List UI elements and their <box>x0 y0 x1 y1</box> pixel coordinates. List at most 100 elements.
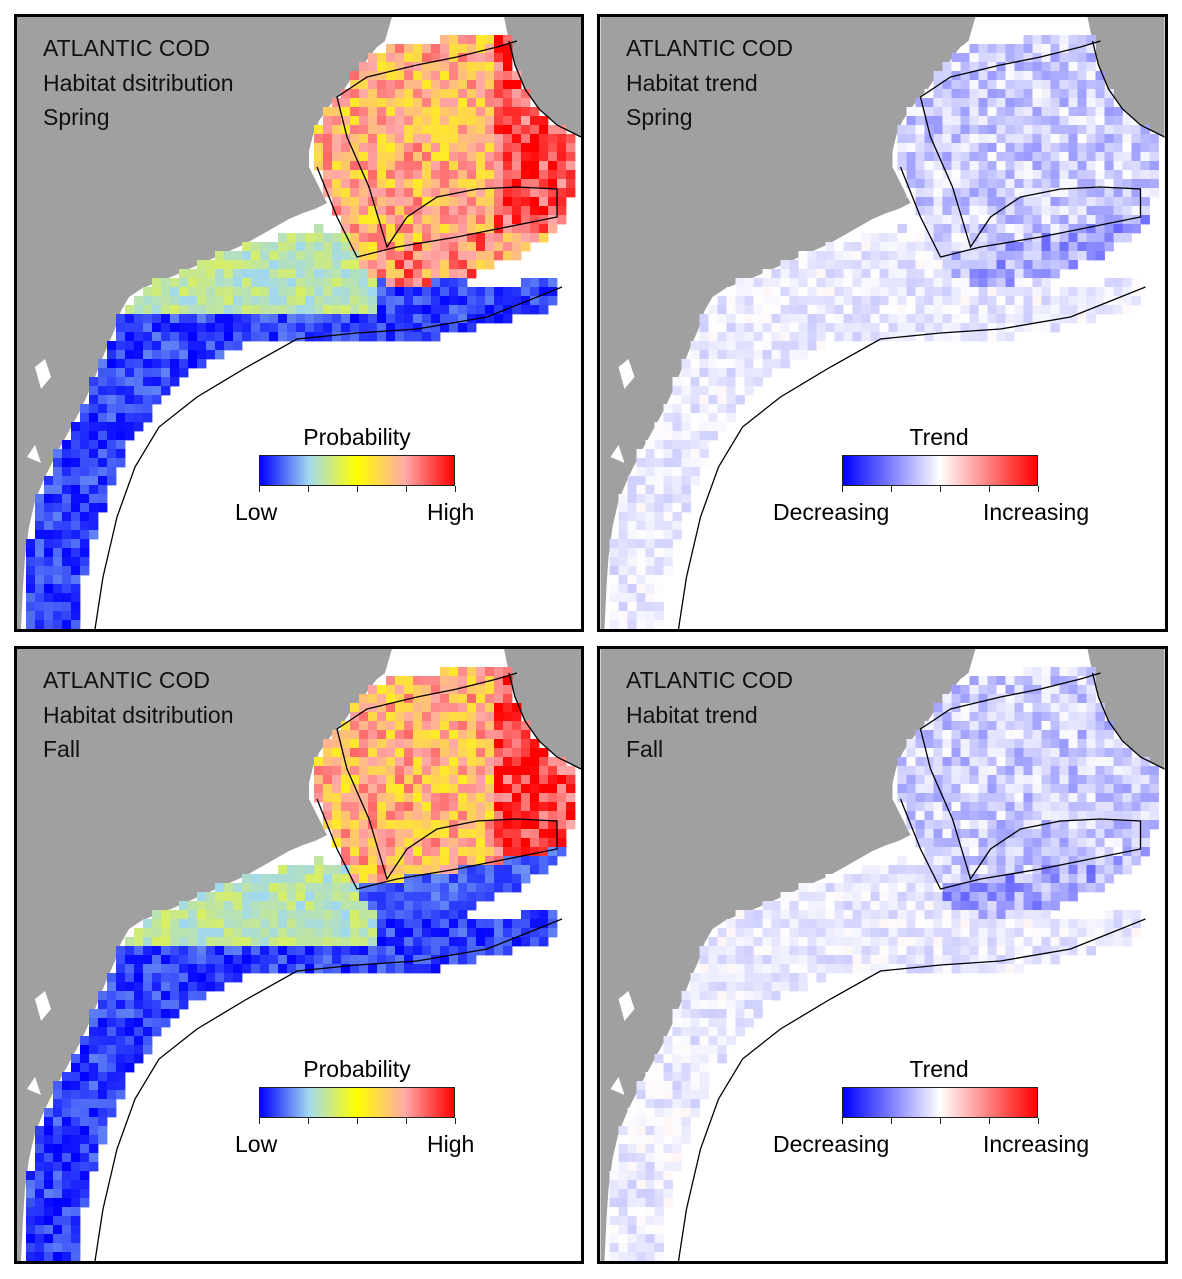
grid-cell <box>1131 766 1141 776</box>
grid-cell <box>71 458 81 468</box>
grid-cell <box>780 928 790 938</box>
grid-cell <box>645 1198 655 1208</box>
grid-cell <box>699 991 709 1001</box>
grid-cell <box>332 793 342 803</box>
grid-cell <box>1086 811 1096 821</box>
grid-cell <box>314 937 324 947</box>
grid-cell <box>530 739 540 749</box>
grid-cell <box>341 964 351 974</box>
grid-cell <box>296 892 306 902</box>
grid-cell <box>539 224 549 234</box>
grid-cell <box>708 395 718 405</box>
grid-cell <box>449 98 459 108</box>
grid-cell <box>395 71 405 81</box>
grid-cell <box>834 955 844 965</box>
grid-cell <box>897 766 907 776</box>
grid-cell <box>476 838 486 848</box>
grid-cell <box>530 766 540 776</box>
grid-cell <box>242 332 252 342</box>
grid-cell <box>1131 775 1141 785</box>
grid-cell <box>566 134 576 144</box>
grid-cell <box>386 314 396 324</box>
grid-cell <box>44 512 54 522</box>
grid-cell <box>287 305 297 315</box>
grid-cell <box>503 676 513 686</box>
grid-cell <box>467 134 477 144</box>
grid-cell <box>188 314 198 324</box>
grid-cell <box>1086 215 1096 225</box>
grid-cell <box>251 892 261 902</box>
grid-cell <box>476 188 486 198</box>
grid-cell <box>1068 233 1078 243</box>
grid-cell <box>305 278 315 288</box>
grid-cell <box>80 548 90 558</box>
grid-cell <box>960 694 970 704</box>
grid-cell <box>332 143 342 153</box>
grid-cell <box>323 919 333 929</box>
grid-cell <box>359 694 369 704</box>
grid-cell <box>699 413 709 423</box>
grid-cell <box>251 323 261 333</box>
grid-cell <box>1131 278 1141 288</box>
grid-cell <box>969 955 979 965</box>
grid-cell <box>627 593 637 603</box>
grid-cell <box>116 991 126 1001</box>
grid-cell <box>645 1207 655 1217</box>
grid-cell <box>557 188 567 198</box>
grid-cell <box>1077 685 1087 695</box>
grid-cell <box>1023 739 1033 749</box>
grid-cell <box>1023 197 1033 207</box>
grid-cell <box>852 955 862 965</box>
grid-cell <box>440 685 450 695</box>
grid-cell <box>960 901 970 911</box>
grid-cell <box>476 170 486 180</box>
grid-cell <box>485 170 495 180</box>
grid-cell <box>476 676 486 686</box>
grid-cell <box>359 260 369 270</box>
grid-cell <box>879 296 889 306</box>
grid-cell <box>915 811 925 821</box>
grid-cell <box>170 323 180 333</box>
grid-cell <box>789 955 799 965</box>
grid-cell <box>1149 802 1159 812</box>
grid-cell <box>870 296 880 306</box>
grid-cell <box>690 422 700 432</box>
grid-cell <box>170 287 180 297</box>
grid-cell <box>134 413 144 423</box>
grid-cell <box>458 170 468 180</box>
grid-cell <box>933 847 943 857</box>
grid-cell <box>440 694 450 704</box>
grid-cell <box>987 215 997 225</box>
grid-cell <box>654 1054 664 1064</box>
grid-cell <box>233 269 243 279</box>
grid-cell <box>1005 188 1015 198</box>
grid-cell <box>116 413 126 423</box>
grid-cell <box>296 251 306 261</box>
grid-cell <box>654 611 664 621</box>
grid-cell <box>1059 224 1069 234</box>
nova-scotia <box>504 649 581 769</box>
grid-cell <box>969 98 979 108</box>
grid-cell <box>539 116 549 126</box>
grid-cell <box>969 89 979 99</box>
grid-cell <box>404 44 414 54</box>
grid-cell <box>116 458 126 468</box>
grid-cell <box>341 197 351 207</box>
grid-cell <box>987 685 997 695</box>
grid-cell <box>107 982 117 992</box>
grid-cell <box>116 395 126 405</box>
grid-cell <box>897 314 907 324</box>
grid-cell <box>71 476 81 486</box>
grid-cell <box>170 377 180 387</box>
grid-cell <box>431 278 441 288</box>
grid-cell <box>663 521 673 531</box>
grid-cell <box>269 305 279 315</box>
grid-cell <box>350 98 360 108</box>
grid-cell <box>1023 829 1033 839</box>
grid-cell <box>521 206 531 216</box>
grid-cell <box>1014 928 1024 938</box>
grid-cell <box>449 820 459 830</box>
grid-cell <box>636 530 646 540</box>
grid-cell <box>152 1018 162 1028</box>
grid-cell <box>969 928 979 938</box>
